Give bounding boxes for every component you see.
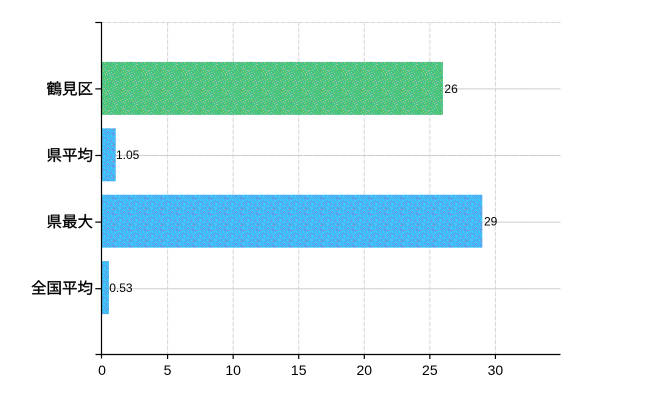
svg-text:0: 0 [98,362,106,378]
svg-text:15: 15 [291,362,307,378]
svg-text:26: 26 [444,82,458,96]
svg-text:5: 5 [164,362,172,378]
svg-text:30: 30 [488,362,504,378]
svg-text:1.05: 1.05 [116,148,140,162]
svg-text:10: 10 [225,362,241,378]
svg-text:0.53: 0.53 [109,281,133,295]
svg-text:20: 20 [356,362,372,378]
svg-text:29: 29 [484,215,498,229]
svg-text:25: 25 [422,362,438,378]
